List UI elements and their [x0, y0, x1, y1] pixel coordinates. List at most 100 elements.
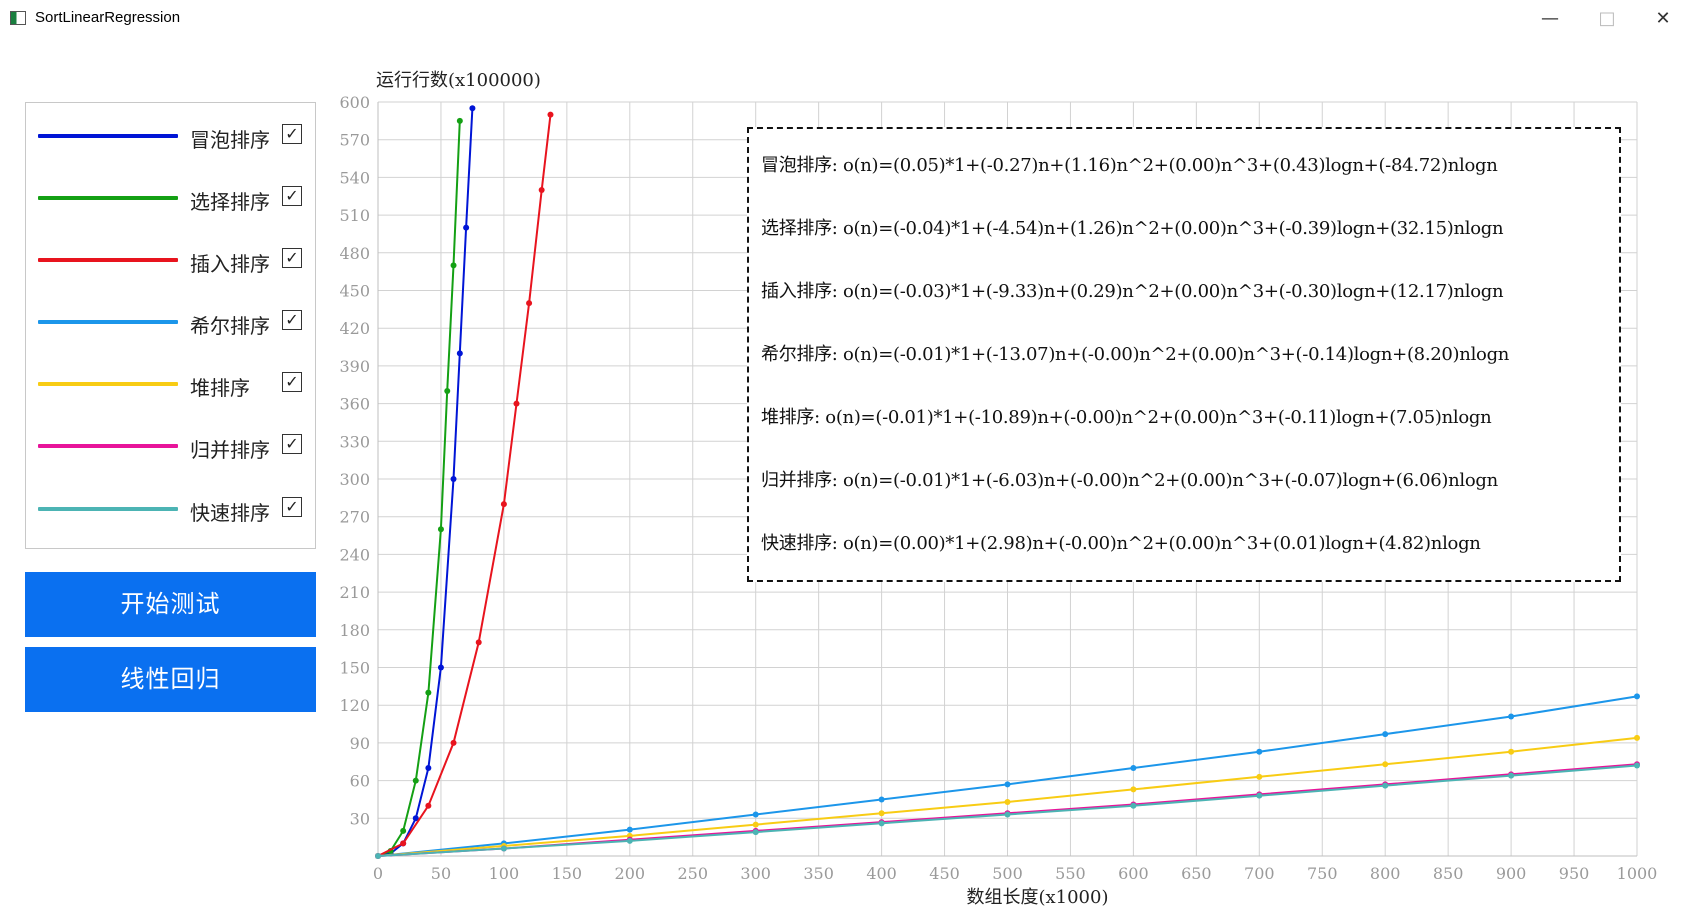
y-tick-label: 540 — [339, 168, 370, 187]
maximize-icon[interactable]: □ — [1598, 8, 1616, 29]
legend-label: 冒泡排序 — [190, 128, 270, 152]
data-point — [1004, 811, 1011, 818]
x-tick-label: 0 — [373, 864, 383, 883]
legend-item-insertion: 插入排序 ✓ — [26, 240, 317, 280]
x-tick-label: 200 — [615, 864, 646, 883]
minimize-icon[interactable]: — — [1541, 8, 1559, 29]
series-line — [377, 114, 552, 857]
checkbox-selection[interactable]: ✓ — [282, 186, 302, 206]
legend-swatch — [38, 134, 178, 138]
checkbox-insertion[interactable]: ✓ — [282, 248, 302, 268]
data-point — [1130, 765, 1137, 772]
y-tick-label: 510 — [339, 206, 370, 225]
y-tick-label: 180 — [339, 621, 370, 640]
legend-label: 堆排序 — [190, 376, 250, 400]
title-bar: SortLinearRegression — □ ✕ — [0, 0, 1687, 40]
data-point — [475, 639, 482, 646]
data-point — [626, 837, 633, 844]
data-point — [752, 811, 759, 818]
legend-item-bubble: 冒泡排序 ✓ — [26, 116, 317, 156]
y-tick-label: 120 — [339, 696, 370, 715]
legend-swatch — [38, 258, 178, 262]
data-point — [437, 526, 444, 533]
legend-label: 希尔排序 — [190, 314, 270, 338]
y-tick-label: 330 — [339, 432, 370, 451]
x-tick-label: 150 — [552, 864, 583, 883]
checkbox-merge[interactable]: ✓ — [282, 434, 302, 454]
data-point — [500, 845, 507, 852]
window-title: SortLinearRegression — [35, 9, 181, 26]
data-point — [752, 821, 759, 828]
legend-item-shell: 希尔排序 ✓ — [26, 302, 317, 342]
checkbox-heap[interactable]: ✓ — [282, 372, 302, 392]
equation-quick: 快速排序: o(n)=(0.00)*1+(2.98)n+(-0.00)n^2+(… — [761, 533, 1481, 554]
data-point — [1004, 798, 1011, 805]
equation-selection: 选择排序: o(n)=(-0.04)*1+(-4.54)n+(1.26)n^2+… — [761, 218, 1504, 239]
data-point — [1508, 748, 1515, 755]
data-point — [1508, 772, 1515, 779]
data-point — [526, 300, 533, 307]
data-point — [437, 664, 444, 671]
checkbox-bubble[interactable]: ✓ — [282, 124, 302, 144]
legend-label: 选择排序 — [190, 190, 270, 214]
legend-swatch — [38, 382, 178, 386]
equation-insertion: 插入排序: o(n)=(-0.03)*1+(-9.33)n+(0.29)n^2+… — [761, 281, 1504, 302]
data-point — [878, 820, 885, 827]
x-tick-label: 400 — [866, 864, 897, 883]
legend-label: 归并排序 — [190, 438, 270, 462]
equation-heap: 堆排序: o(n)=(-0.01)*1+(-10.89)n+(-0.00)n^2… — [761, 407, 1492, 428]
legend-label: 快速排序 — [190, 501, 270, 525]
x-tick-label: 250 — [677, 864, 708, 883]
close-icon[interactable]: ✕ — [1655, 8, 1671, 29]
series-line — [377, 108, 474, 857]
data-point — [375, 853, 381, 859]
y-tick-label: 300 — [339, 470, 370, 489]
legend-item-selection: 选择排序 ✓ — [26, 178, 317, 218]
data-point — [400, 827, 407, 834]
data-point — [1634, 734, 1640, 741]
data-point — [412, 815, 419, 822]
data-point — [425, 765, 432, 772]
checkbox-shell[interactable]: ✓ — [282, 310, 302, 330]
data-point — [513, 400, 520, 407]
data-point — [456, 350, 463, 357]
data-point — [547, 111, 554, 118]
data-point — [626, 826, 633, 833]
x-tick-label: 100 — [489, 864, 520, 883]
x-tick-label: 50 — [431, 864, 451, 883]
data-point — [1634, 762, 1640, 769]
x-axis-label: 数组长度(x1000) — [966, 887, 1108, 908]
data-point — [450, 476, 457, 482]
x-tick-label: 700 — [1244, 864, 1275, 883]
linear-regression-button[interactable]: 线性回归 — [25, 647, 316, 712]
data-point — [1382, 761, 1389, 768]
data-point — [1634, 693, 1640, 700]
y-tick-label: 420 — [339, 319, 370, 338]
legend-label: 插入排序 — [190, 252, 270, 276]
data-point — [444, 388, 451, 395]
x-tick-label: 850 — [1433, 864, 1464, 883]
data-point — [425, 802, 432, 809]
data-point — [500, 501, 507, 508]
x-tick-label: 350 — [803, 864, 834, 883]
x-tick-label: 550 — [1055, 864, 1086, 883]
data-point — [400, 840, 407, 847]
checkbox-quick[interactable]: ✓ — [282, 497, 302, 517]
start-test-button[interactable]: 开始测试 — [25, 572, 316, 637]
y-tick-label: 570 — [339, 131, 370, 150]
legend-item-merge: 归并排序 ✓ — [26, 426, 317, 466]
x-tick-label: 650 — [1181, 864, 1212, 883]
app-icon — [10, 11, 26, 25]
x-tick-label: 950 — [1559, 864, 1590, 883]
x-tick-label: 500 — [992, 864, 1023, 883]
y-tick-label: 450 — [339, 282, 370, 301]
y-tick-label: 210 — [339, 583, 370, 602]
data-point — [538, 186, 545, 193]
y-tick-label: 240 — [339, 545, 370, 564]
data-point — [463, 224, 470, 231]
legend-item-heap: 堆排序 ✓ — [26, 364, 317, 404]
data-point — [450, 262, 457, 269]
y-tick-label: 600 — [339, 93, 370, 112]
data-point — [1004, 781, 1011, 788]
data-point — [450, 739, 457, 746]
